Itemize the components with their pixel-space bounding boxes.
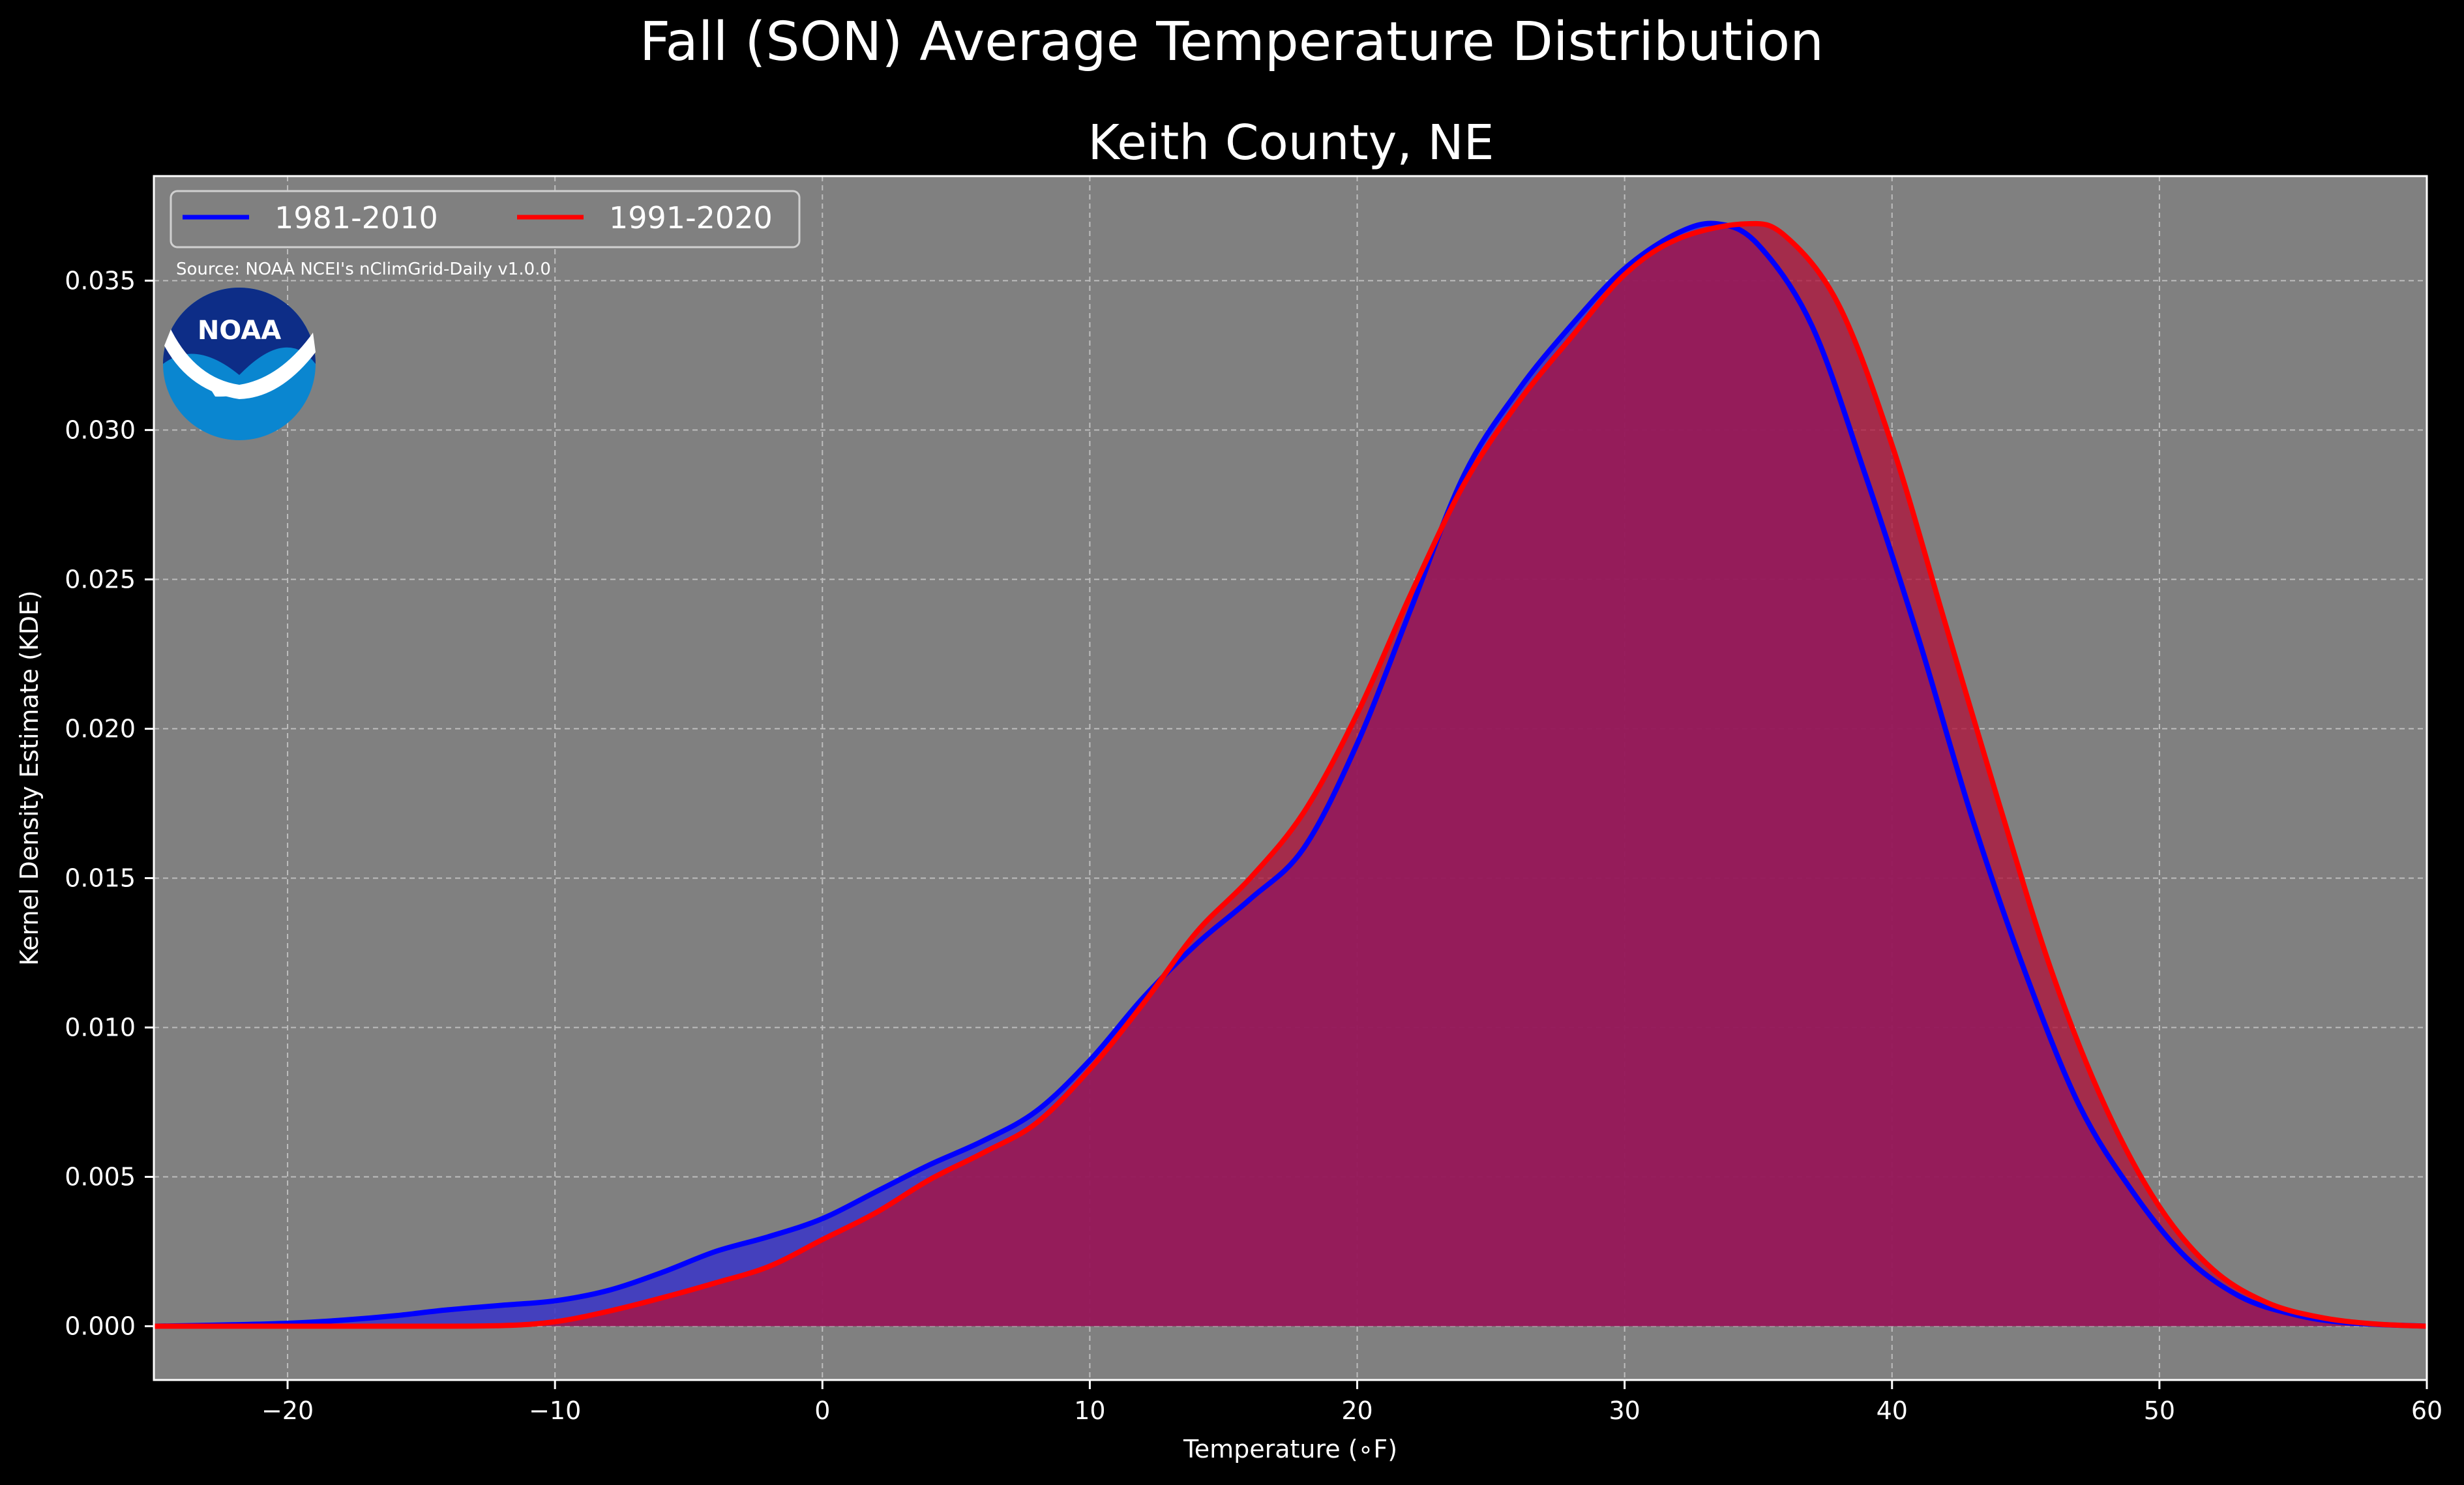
x-tick-label: 40 <box>1877 1396 1908 1425</box>
y-tick-label: 0.025 <box>65 565 136 593</box>
line-1991-2020 <box>154 220 2427 1329</box>
plot-frame <box>153 175 2428 1381</box>
chart-suptitle: Fall (SON) Average Temperature Distribut… <box>640 11 1824 73</box>
noaa-logo: NOAA <box>163 288 316 440</box>
x-tick-label: −10 <box>529 1396 581 1425</box>
x-axis-label: Temperature (∘F) <box>1183 1435 1397 1463</box>
source-note: Source: NOAA NCEI's nClimGrid-Daily v1.0… <box>176 260 551 279</box>
y-tick-label: 0.005 <box>65 1163 136 1192</box>
x-tick-label: 50 <box>2144 1396 2175 1425</box>
legend-box <box>170 190 801 248</box>
y-tick-label: 0.010 <box>65 1013 136 1042</box>
x-tick-label: 0 <box>814 1396 830 1425</box>
x-tick-label: 60 <box>2411 1396 2442 1425</box>
x-tick-label: 20 <box>1341 1396 1373 1425</box>
line-1981-2010 <box>153 220 2427 1329</box>
area-1991-2020 <box>154 223 2427 1327</box>
x-tick-label: −20 <box>261 1396 314 1425</box>
y-tick-label: 0.030 <box>65 415 136 444</box>
y-tick-label: 0.000 <box>65 1312 136 1341</box>
legend-label-1991-2020: 1991-2020 <box>609 200 773 235</box>
density-lines <box>153 220 2427 1329</box>
y-tick-label: 0.020 <box>65 714 136 743</box>
x-axis-ticks: −20 −10 0 10 20 30 40 50 60 <box>261 1380 2442 1425</box>
y-axis-label: Kernel Density Estimate (KDE) <box>15 590 44 966</box>
x-tick-label: 10 <box>1074 1396 1105 1425</box>
x-tick-label: 30 <box>1609 1396 1640 1425</box>
noaa-logo-text: NOAA <box>198 316 281 346</box>
y-axis-ticks: 0.000 0.005 0.010 0.015 0.020 0.025 0.030 0.035 <box>65 266 154 1341</box>
legend-label-1981-2010: 1981-2010 <box>275 200 438 235</box>
chart-title: Keith County, NE <box>1088 115 1494 171</box>
legend: 1981-2010 1991-2020 <box>170 190 801 248</box>
y-tick-label: 0.035 <box>65 266 136 295</box>
density-fills <box>154 223 2427 1327</box>
y-tick-label: 0.015 <box>65 863 136 892</box>
